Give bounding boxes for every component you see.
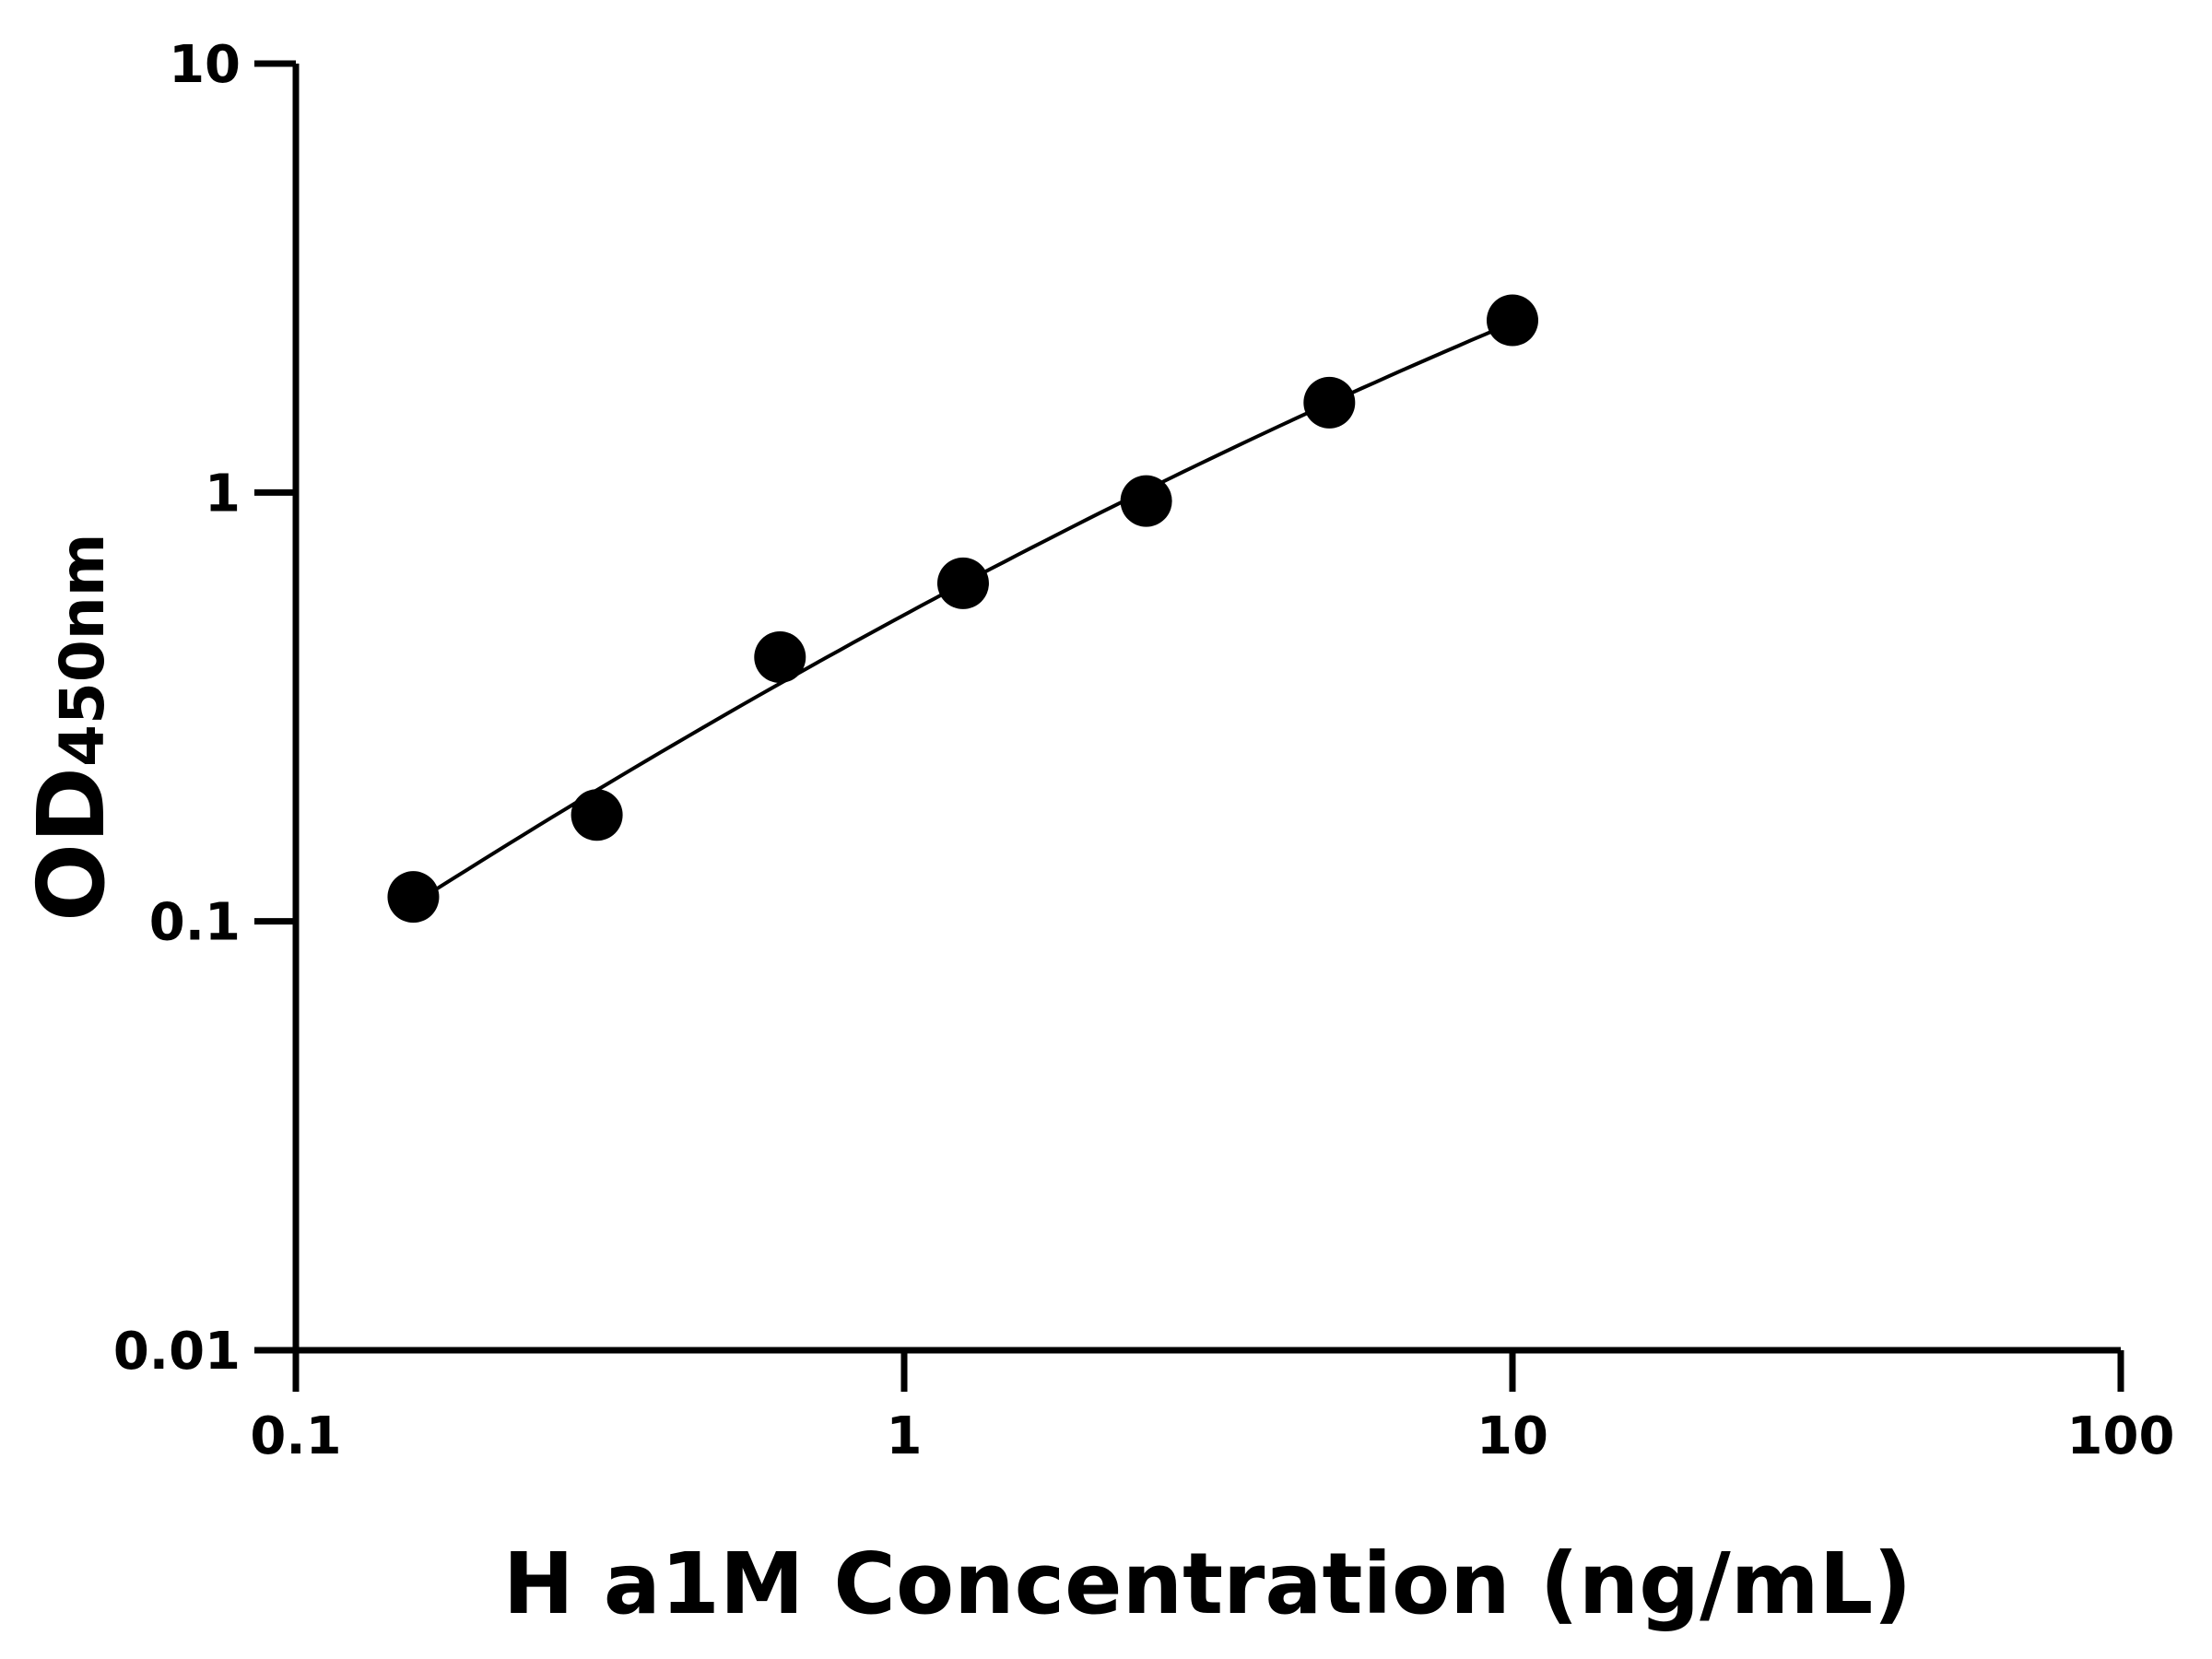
data-point bbox=[571, 789, 623, 841]
svg-text:OD450nm: OD450nm bbox=[18, 533, 125, 922]
x-tick-label: 100 bbox=[2067, 1406, 2175, 1466]
y-tick-label: 10 bbox=[169, 35, 241, 95]
x-axis-title: H a1M Concentration (ng/mL) bbox=[503, 1535, 1912, 1633]
data-points bbox=[387, 294, 1538, 924]
data-point bbox=[936, 557, 989, 609]
axes bbox=[292, 64, 2121, 1354]
y-tick-label: 0.01 bbox=[113, 1322, 241, 1382]
x-tick-label: 0.1 bbox=[250, 1406, 341, 1466]
data-point bbox=[1303, 376, 1356, 429]
y-tick-label: 0.1 bbox=[149, 893, 241, 953]
data-point bbox=[1487, 294, 1538, 347]
data-point bbox=[387, 871, 440, 924]
data-point bbox=[754, 631, 806, 684]
y-axis-title-main: OD bbox=[18, 767, 125, 922]
y-axis-title-sub: 450nm bbox=[47, 533, 118, 767]
x-tick-label: 10 bbox=[1477, 1406, 1548, 1466]
y-axis-title: OD450nm bbox=[18, 533, 125, 922]
data-point bbox=[1120, 475, 1172, 527]
y-tick-label: 1 bbox=[205, 464, 241, 524]
x-tick-label: 1 bbox=[887, 1406, 923, 1466]
